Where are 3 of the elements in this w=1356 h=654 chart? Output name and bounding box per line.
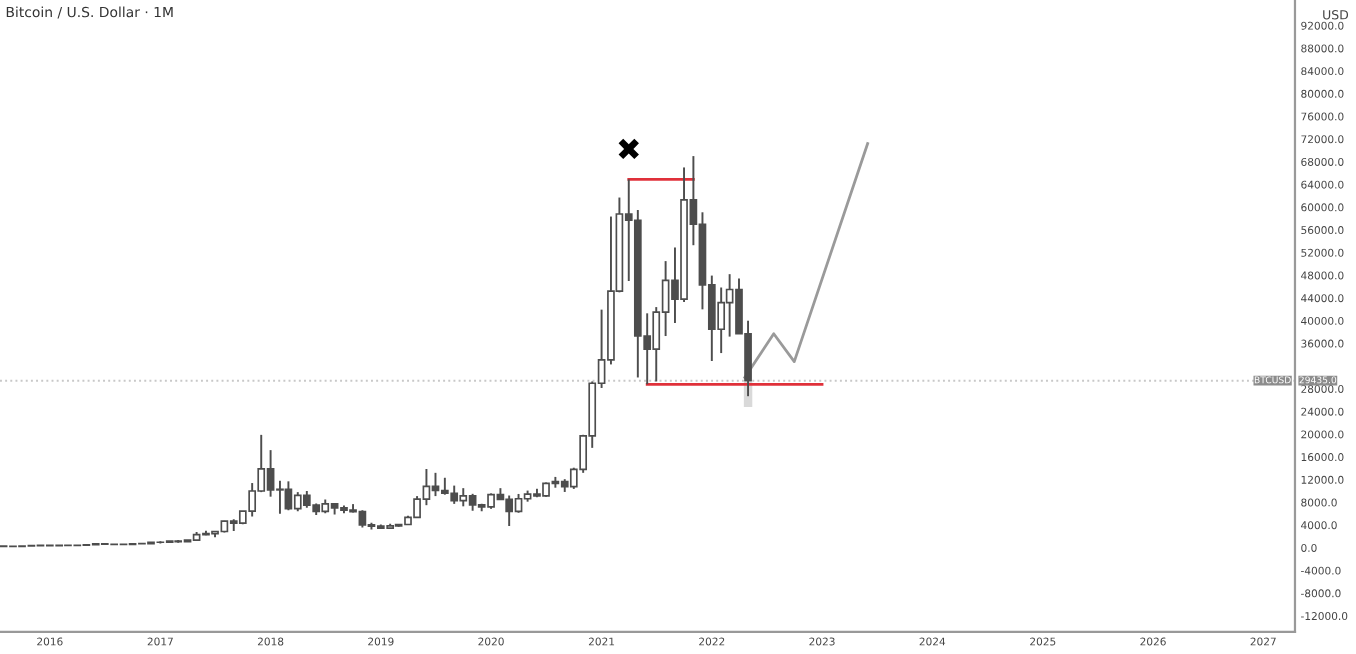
candlestick	[505, 494, 514, 527]
annotation: ✖	[618, 138, 639, 160]
line-series	[743, 142, 870, 379]
